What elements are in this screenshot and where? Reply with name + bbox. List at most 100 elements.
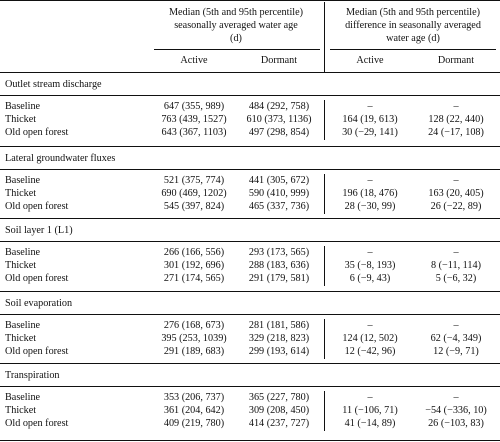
section-rule	[0, 291, 500, 292]
section-title-rule	[0, 241, 500, 242]
cell-active: 521 (375, 774)	[163, 175, 225, 186]
cell-diff-dormant: –	[453, 392, 459, 403]
cell-dormant: 610 (373, 1136)	[246, 114, 312, 125]
section-title-rule	[0, 95, 500, 96]
cell-active: 271 (174, 565)	[163, 273, 225, 284]
section-title: Soil evaporation	[5, 298, 73, 309]
header-group2-line1: Median (5th and 95th percentile)	[345, 7, 481, 18]
header-group-difference: Median (5th and 95th percentile) differe…	[326, 6, 500, 45]
cell-dormant: 365 (227, 780)	[248, 392, 310, 403]
section-title: Outlet stream discharge	[5, 79, 102, 90]
cell-dormant: 497 (298, 854)	[248, 127, 310, 138]
header-group1-underline	[154, 49, 320, 50]
cell-diff-active: –	[367, 101, 373, 112]
cell-diff-active: –	[367, 392, 373, 403]
column-divider-rows	[324, 100, 325, 140]
cell-dormant: 484 (292, 758)	[248, 101, 310, 112]
cell-diff-active: –	[367, 247, 373, 258]
row-label: Baseline	[5, 320, 41, 331]
header-group1-line2: seasonally averaged water age	[174, 20, 298, 31]
cell-active: 361 (204, 642)	[163, 405, 225, 416]
cell-active: 291 (189, 683)	[163, 346, 225, 357]
cell-dormant: 414 (237, 727)	[248, 418, 310, 429]
cell-active: 301 (192, 696)	[163, 260, 225, 271]
row-label: Old open forest	[5, 127, 69, 138]
section-rule	[0, 363, 500, 364]
cell-dormant: 309 (208, 450)	[248, 405, 310, 416]
cell-diff-dormant: –	[453, 101, 459, 112]
section-title: Transpiration	[5, 370, 60, 381]
row-label: Thicket	[5, 188, 37, 199]
cell-diff-dormant: 8 (−11, 114)	[431, 260, 481, 271]
cell-diff-dormant: 26 (−22, 89)	[430, 201, 482, 212]
cell-dormant: 288 (183, 636)	[248, 260, 310, 271]
section-rule	[0, 218, 500, 219]
cell-active: 643 (367, 1103)	[161, 127, 227, 138]
cell-active: 395 (253, 1039)	[161, 333, 227, 344]
cell-diff-active: 11 (−106, 71)	[342, 405, 398, 416]
col-header-active: Active	[180, 55, 208, 66]
header-group2-underline	[330, 49, 496, 50]
cell-dormant: 441 (305, 672)	[248, 175, 310, 186]
cell-diff-dormant: 128 (22, 440)	[428, 114, 484, 125]
cell-diff-dormant: 163 (20, 405)	[428, 188, 484, 199]
row-label: Baseline	[5, 247, 41, 258]
row-label: Old open forest	[5, 201, 69, 212]
cell-dormant: 281 (181, 586)	[248, 320, 310, 331]
cell-active: 266 (166, 556)	[163, 247, 225, 258]
cell-diff-active: –	[367, 320, 373, 331]
header-group2-line2: difference in seasonally averaged	[345, 20, 481, 31]
cell-diff-active: –	[367, 175, 373, 186]
table-top-rule	[0, 0, 500, 1]
column-divider-rows	[324, 391, 325, 431]
header-group-water-age: Median (5th and 95th percentile) seasona…	[150, 6, 322, 45]
column-divider-header	[324, 2, 325, 72]
row-label: Baseline	[5, 101, 41, 112]
cell-diff-active: 35 (−8, 193)	[344, 260, 396, 271]
cell-diff-active: 124 (12, 502)	[342, 333, 398, 344]
column-divider-rows	[324, 319, 325, 359]
table-bottom-rule	[0, 440, 500, 441]
cell-diff-active: 41 (−14, 89)	[344, 418, 396, 429]
column-divider-rows	[324, 174, 325, 214]
cell-dormant: 465 (337, 736)	[248, 201, 310, 212]
row-label: Thicket	[5, 405, 37, 416]
column-divider-rows	[324, 246, 325, 286]
col-header-diff-dormant: Dormant	[437, 55, 475, 66]
cell-diff-dormant: –	[453, 247, 459, 258]
cell-active: 353 (206, 737)	[163, 392, 225, 403]
row-label: Old open forest	[5, 273, 69, 284]
row-label: Old open forest	[5, 346, 69, 357]
cell-diff-dormant: 24 (−17, 108)	[428, 127, 484, 138]
cell-active: 647 (355, 989)	[163, 101, 225, 112]
cell-diff-dormant: −54 (−336, 10)	[425, 405, 487, 416]
cell-diff-active: 6 (−9, 43)	[349, 273, 391, 284]
cell-active: 276 (168, 673)	[163, 320, 225, 331]
row-label: Old open forest	[5, 418, 69, 429]
cell-dormant: 293 (173, 565)	[248, 247, 310, 258]
row-label: Thicket	[5, 333, 37, 344]
col-header-diff-active: Active	[356, 55, 384, 66]
cell-diff-dormant: –	[453, 175, 459, 186]
row-label: Baseline	[5, 175, 41, 186]
cell-diff-active: 12 (−42, 96)	[344, 346, 396, 357]
cell-diff-active: 28 (−30, 99)	[344, 201, 396, 212]
cell-dormant: 291 (179, 581)	[248, 273, 310, 284]
cell-diff-dormant: 12 (−9, 71)	[433, 346, 479, 357]
cell-diff-active: 30 (−29, 141)	[342, 127, 398, 138]
cell-diff-dormant: 26 (−103, 83)	[428, 418, 484, 429]
col-header-dormant: Dormant	[260, 55, 298, 66]
section-rule	[0, 146, 500, 147]
section-title-rule	[0, 386, 500, 387]
section-title: Lateral groundwater fluxes	[5, 153, 116, 164]
row-label: Thicket	[5, 114, 37, 125]
header-group1-line3: (d)	[230, 33, 242, 44]
section-title-rule	[0, 314, 500, 315]
cell-active: 763 (439, 1527)	[161, 114, 227, 125]
cell-diff-dormant: 5 (−6, 32)	[435, 273, 477, 284]
cell-diff-active: 164 (19, 613)	[342, 114, 398, 125]
section-title-rule	[0, 169, 500, 170]
cell-diff-dormant: –	[453, 320, 459, 331]
row-label: Thicket	[5, 260, 37, 271]
cell-active: 409 (219, 780)	[163, 418, 225, 429]
